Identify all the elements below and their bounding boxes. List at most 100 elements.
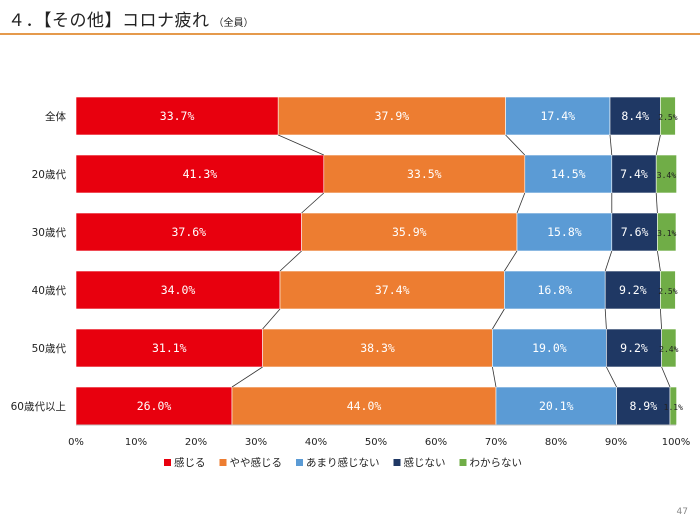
series-line [657, 250, 661, 272]
legend-swatch [393, 459, 401, 466]
legend-item: 感じる [164, 456, 206, 469]
data-label: 20.1% [539, 399, 574, 413]
x-tick-label: 70% [485, 437, 507, 448]
page-subtitle: （全員） [213, 18, 254, 29]
series-line [505, 134, 526, 156]
data-label: 34.0% [161, 283, 196, 297]
bar-segment [75, 212, 302, 252]
bar-segment [661, 328, 677, 368]
bar-segment [262, 328, 493, 368]
series-line [516, 192, 526, 214]
legend-label: 感じる [174, 456, 206, 469]
bar-segment [606, 328, 662, 368]
data-label: 37.4% [375, 283, 410, 297]
page-title: ４．【その他】コロナ疲れ [8, 11, 210, 31]
data-label: 7.4% [620, 167, 648, 181]
series-lines [231, 134, 671, 388]
data-label: 8.4% [621, 109, 649, 123]
data-label: 2.4% [659, 345, 678, 354]
data-label: 19.0% [532, 341, 567, 355]
data-label: 2.5% [658, 287, 677, 296]
legend-label: あまり感じない [306, 456, 380, 469]
bar-segment [75, 96, 279, 136]
bar-segment [505, 96, 611, 136]
bar-segment [655, 154, 677, 194]
category-label: 40歳代 [32, 285, 67, 297]
bar-segment [611, 212, 658, 252]
bar-segment [504, 270, 606, 310]
bar-segment [604, 270, 661, 310]
data-label: 3.4% [657, 171, 676, 180]
bar-segment [75, 386, 233, 426]
legend-item: あまり感じない [296, 456, 380, 469]
bar-segment [492, 328, 607, 368]
legend-item: わからない [459, 457, 523, 469]
data-label: 16.8% [537, 283, 572, 297]
series-line [504, 250, 518, 272]
bar-segment [524, 154, 613, 194]
data-label: 8.9% [629, 399, 657, 413]
data-label: 9.2% [619, 283, 647, 297]
data-label: 14.5% [551, 167, 586, 181]
bar-segment [75, 154, 325, 194]
series-line [278, 134, 324, 156]
category-label: 30歳代 [32, 227, 67, 239]
category-label: 20歳代 [32, 169, 67, 181]
data-label: 1.1% [664, 403, 683, 412]
category-label: 60歳代以上 [11, 401, 66, 413]
series-line [492, 308, 505, 330]
data-label: 7.6% [621, 225, 649, 239]
data-label: 41.3% [183, 167, 218, 181]
x-tick-label: 60% [425, 437, 447, 448]
bars [75, 96, 677, 426]
legend-swatch [459, 459, 467, 466]
bar-segment [516, 212, 613, 252]
data-label: 35.9% [392, 225, 427, 239]
x-tick-label: 0% [68, 437, 84, 448]
series-line [660, 308, 662, 330]
bar-segment [609, 96, 661, 136]
legend-swatch [219, 459, 227, 466]
bar-segment [301, 212, 518, 252]
legend-swatch [164, 459, 171, 466]
title-divider [0, 33, 700, 35]
series-line [655, 134, 661, 156]
series-line [604, 308, 607, 330]
series-line [604, 250, 613, 272]
legend: 感じる やや感じる あまり感じない 感じない わからない [164, 456, 522, 469]
x-tick-label: 40% [305, 437, 327, 448]
data-label: 3.1% [657, 229, 676, 238]
data-label: 17.4% [540, 109, 575, 123]
data-label: 37.6% [171, 225, 206, 239]
x-tick-label: 100% [662, 437, 691, 448]
legend-label: わからない [470, 457, 523, 469]
category-label: 全体 [45, 110, 66, 123]
data-label: 26.0% [137, 399, 172, 413]
series-line [231, 366, 263, 388]
bar-segment [279, 270, 505, 310]
x-tick-label: 10% [125, 437, 147, 448]
x-tick-label: 20% [185, 437, 207, 448]
legend-item: やや感じる [219, 456, 282, 469]
data-label: 9.2% [620, 341, 648, 355]
x-tick-label: 30% [245, 437, 267, 448]
data-label: 2.5% [658, 113, 677, 122]
bar-segment [660, 270, 676, 310]
data-label: 44.0% [347, 399, 382, 413]
category-label: 50歳代 [32, 343, 67, 355]
data-label: 31.1% [152, 341, 187, 355]
data-labels: 33.7% 37.9% 17.4% 8.4% 2.5% 41.3% 33.5% 14.5% 7.… [137, 109, 683, 413]
bar-segment [616, 386, 671, 426]
bar-segment [495, 386, 617, 426]
bar-segment [660, 96, 676, 136]
series-line [661, 366, 671, 388]
series-line [279, 250, 302, 272]
data-label: 38.3% [360, 341, 395, 355]
series-line [492, 366, 497, 388]
page-number: 47 [676, 507, 688, 517]
series-line [609, 134, 613, 156]
legend-swatch [296, 459, 303, 466]
data-label: 15.8% [547, 225, 582, 239]
